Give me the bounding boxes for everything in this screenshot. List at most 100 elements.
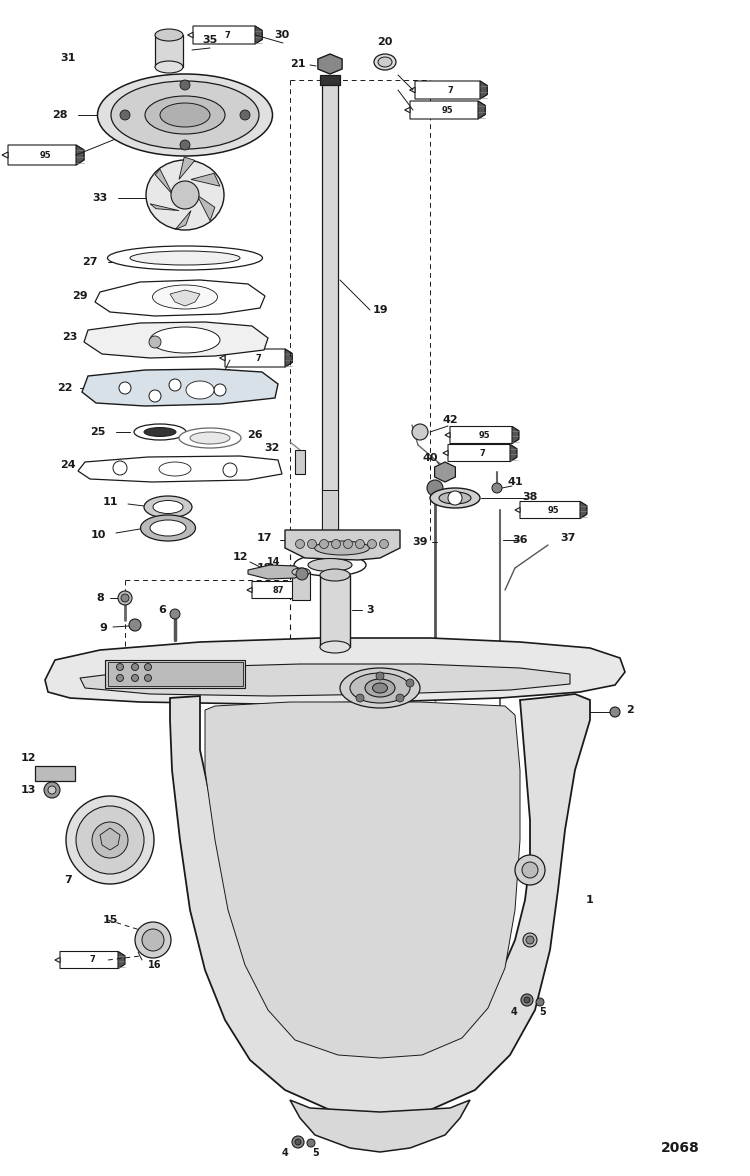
Polygon shape	[434, 462, 455, 482]
Polygon shape	[285, 349, 292, 367]
Circle shape	[292, 1136, 304, 1148]
Text: 4: 4	[511, 1007, 518, 1017]
Text: 5: 5	[313, 1148, 320, 1158]
Text: 25: 25	[90, 427, 106, 437]
Circle shape	[523, 933, 537, 947]
Ellipse shape	[145, 96, 225, 134]
Circle shape	[135, 922, 171, 958]
Polygon shape	[155, 169, 173, 195]
Polygon shape	[45, 639, 625, 704]
Polygon shape	[170, 694, 590, 1118]
Text: 6: 6	[158, 604, 166, 615]
Text: 7: 7	[64, 875, 72, 886]
Polygon shape	[515, 508, 520, 513]
Circle shape	[120, 111, 130, 120]
Text: 24: 24	[60, 460, 76, 470]
Ellipse shape	[155, 29, 183, 41]
Text: 41: 41	[507, 477, 523, 487]
Text: 31: 31	[60, 53, 76, 64]
Ellipse shape	[107, 246, 262, 270]
Ellipse shape	[111, 81, 259, 149]
Polygon shape	[176, 211, 191, 229]
Bar	[155, 35, 183, 67]
Circle shape	[332, 540, 340, 548]
Polygon shape	[76, 145, 84, 165]
Text: 37: 37	[560, 533, 576, 543]
Ellipse shape	[186, 381, 214, 399]
Text: 95: 95	[548, 506, 559, 515]
Text: 14: 14	[267, 557, 280, 567]
Circle shape	[66, 796, 154, 884]
Text: 30: 30	[274, 31, 290, 40]
Circle shape	[376, 671, 384, 680]
Ellipse shape	[155, 61, 183, 73]
Polygon shape	[191, 173, 220, 186]
Polygon shape	[404, 107, 410, 113]
Ellipse shape	[314, 541, 370, 555]
Text: 5: 5	[540, 1007, 546, 1017]
Circle shape	[121, 594, 129, 602]
Text: 15: 15	[102, 915, 118, 926]
Text: 23: 23	[62, 332, 78, 342]
Polygon shape	[580, 501, 586, 519]
Polygon shape	[8, 145, 84, 165]
Polygon shape	[55, 957, 60, 962]
Polygon shape	[415, 81, 488, 99]
Ellipse shape	[350, 673, 410, 703]
Ellipse shape	[374, 54, 396, 71]
Circle shape	[129, 619, 141, 632]
Polygon shape	[197, 195, 214, 221]
Text: 39: 39	[413, 537, 428, 547]
Polygon shape	[300, 581, 307, 599]
Circle shape	[448, 492, 462, 505]
Polygon shape	[410, 87, 415, 93]
Circle shape	[119, 382, 131, 394]
Circle shape	[492, 483, 502, 493]
Ellipse shape	[340, 668, 420, 708]
Circle shape	[169, 379, 181, 390]
Text: 2068: 2068	[661, 1141, 699, 1155]
Text: 95: 95	[442, 106, 453, 114]
Ellipse shape	[179, 428, 241, 448]
Bar	[322, 490, 338, 570]
Polygon shape	[480, 81, 488, 99]
Polygon shape	[193, 26, 262, 44]
Ellipse shape	[439, 492, 471, 505]
Circle shape	[76, 806, 144, 874]
Circle shape	[116, 675, 124, 682]
Circle shape	[131, 675, 139, 682]
Circle shape	[522, 862, 538, 878]
Text: 27: 27	[82, 258, 98, 267]
Ellipse shape	[365, 679, 395, 697]
Circle shape	[145, 675, 152, 682]
Circle shape	[180, 80, 190, 91]
Circle shape	[223, 463, 237, 477]
Polygon shape	[100, 828, 120, 850]
Bar	[35, 766, 75, 781]
Ellipse shape	[159, 462, 191, 476]
Ellipse shape	[292, 568, 310, 576]
Text: 95: 95	[478, 430, 490, 440]
Polygon shape	[248, 564, 305, 579]
Ellipse shape	[320, 641, 350, 653]
Circle shape	[308, 540, 316, 548]
Ellipse shape	[130, 250, 240, 265]
Text: 21: 21	[290, 59, 306, 69]
Polygon shape	[252, 581, 307, 599]
Circle shape	[521, 994, 533, 1005]
Circle shape	[412, 425, 428, 440]
Circle shape	[240, 111, 250, 120]
Text: 36: 36	[512, 535, 528, 544]
Polygon shape	[290, 1100, 470, 1152]
Text: 35: 35	[202, 35, 217, 45]
Circle shape	[536, 998, 544, 1005]
Text: 7: 7	[448, 86, 454, 94]
Polygon shape	[478, 101, 485, 119]
Text: 40: 40	[422, 453, 438, 463]
Circle shape	[145, 663, 152, 670]
Ellipse shape	[144, 496, 192, 517]
Circle shape	[344, 540, 352, 548]
Ellipse shape	[146, 160, 224, 230]
Polygon shape	[448, 445, 517, 461]
Text: 13: 13	[20, 786, 36, 795]
